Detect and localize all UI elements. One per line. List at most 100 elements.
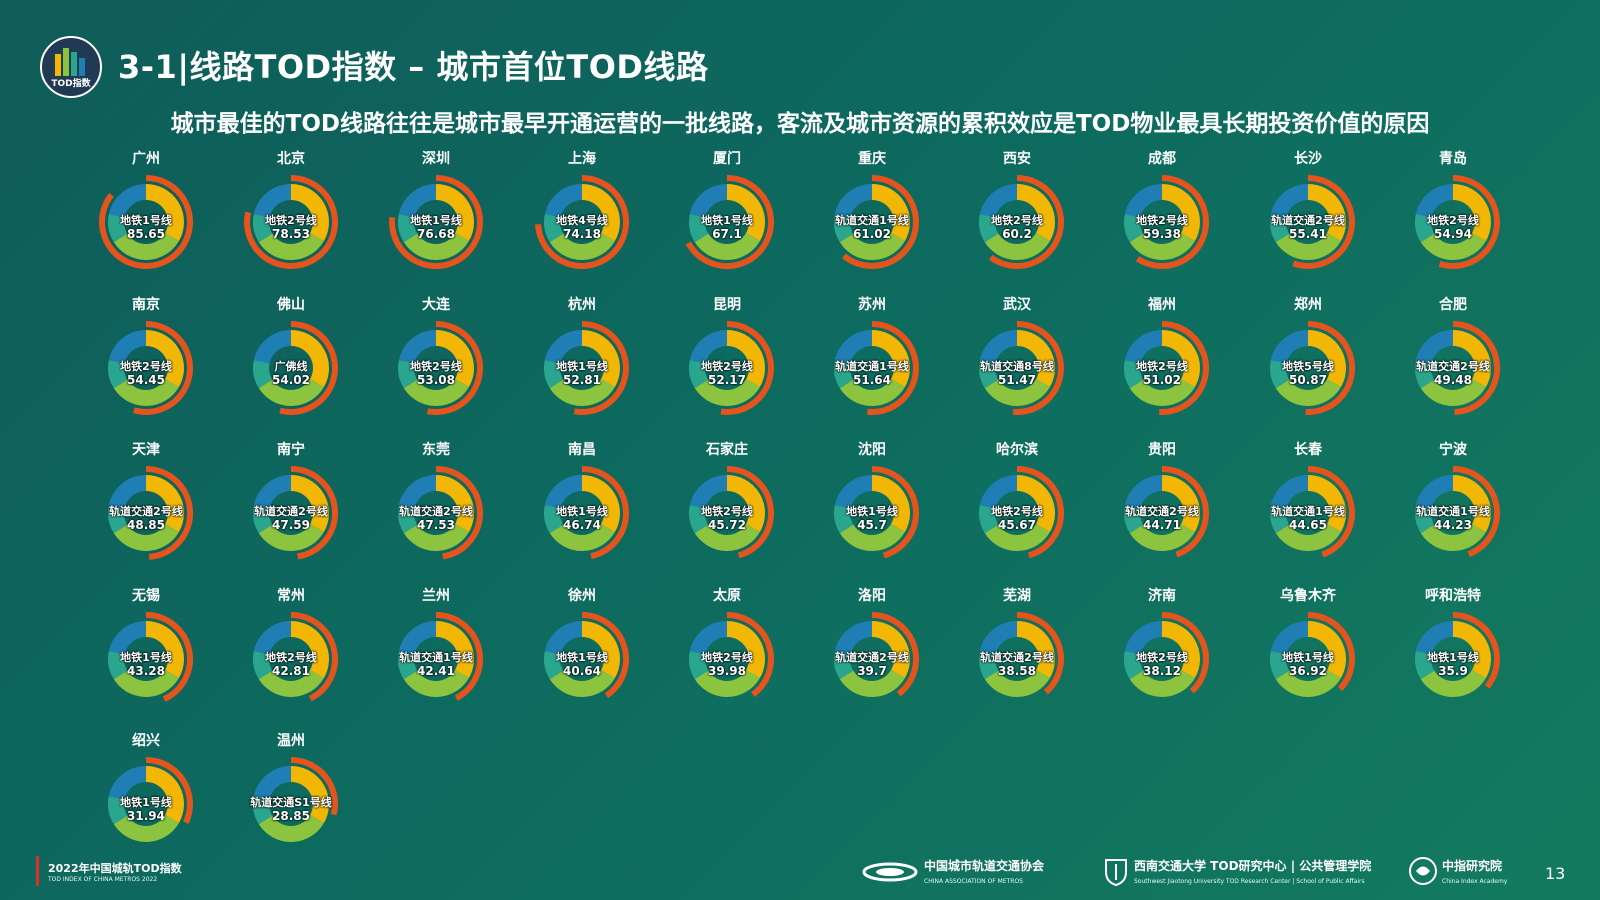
donut-chart-item: 昆明 地铁2号线 52.17 <box>662 294 792 429</box>
inner-segment <box>398 330 437 364</box>
line-name-label: 地铁1号线 <box>120 214 172 227</box>
city-label: 武汉 <box>1003 297 1031 313</box>
donut-chart-item: 绍兴 地铁1号线 31.94 <box>81 730 211 865</box>
city-label: 济南 <box>1148 588 1176 604</box>
donut-chart-item: 西安 地铁2号线 60.2 <box>952 148 1082 283</box>
inner-segment <box>689 360 709 389</box>
donut-chart-item: 厦门 地铁1号线 67.1 <box>662 148 792 283</box>
donut-chart-item: 乌鲁木齐 地铁1号线 36.92 <box>1243 585 1373 720</box>
score-arc <box>867 321 919 415</box>
inner-segment <box>1415 651 1435 680</box>
line-score-label: 76.68 <box>417 227 455 241</box>
line-score-label: 28.85 <box>272 809 310 823</box>
inner-segment <box>544 475 583 509</box>
donut-chart-item: 福州 地铁2号线 51.02 <box>1097 294 1227 429</box>
line-name-label: 地铁2号线 <box>410 360 462 373</box>
inner-segment <box>1129 378 1195 406</box>
inner-segment <box>979 330 1018 364</box>
city-label: 宁波 <box>1439 442 1467 458</box>
donut-svg <box>834 175 919 269</box>
inner-segment <box>1307 475 1346 532</box>
inner-segment <box>1452 184 1491 241</box>
donut-svg <box>535 175 629 269</box>
inner-segment <box>113 232 179 260</box>
inner-segment <box>108 651 128 680</box>
inner-segment <box>108 330 147 364</box>
donut-chart-item: 太原 地铁2号线 39.98 <box>662 585 792 720</box>
logo-text: TOD指数 <box>51 79 91 89</box>
line-name-label: 地铁2号线 <box>1136 651 1188 664</box>
line-score-label: 51.64 <box>853 373 891 387</box>
donut-chart-item: 长春 轨道交通1号线 44.65 <box>1243 439 1373 574</box>
line-name-label: 地铁5号线 <box>1282 360 1334 373</box>
donut-svg <box>1270 175 1355 269</box>
inner-segment <box>834 184 873 218</box>
inner-segment <box>398 621 437 655</box>
partner-china-index-academy-sub: China Index Academy <box>1442 878 1508 885</box>
inner-segment <box>581 330 620 387</box>
line-name-label: 地铁2号线 <box>1427 214 1479 227</box>
line-name-label: 轨道交通2号线 <box>1125 505 1199 518</box>
inner-segment <box>1420 523 1486 551</box>
score-arc <box>685 175 774 269</box>
footer-subtitle: TOD INDEX OF CHINA METROS 2022 <box>48 876 158 883</box>
inner-segment <box>544 651 564 680</box>
donut-chart-item: 温州 轨道交通S1号线 28.85 <box>226 730 356 865</box>
donut-chart-item: 沈阳 地铁1号线 45.7 <box>807 439 937 574</box>
score-arc <box>1438 175 1500 269</box>
inner-segment <box>834 475 873 509</box>
inner-segment <box>1452 330 1491 387</box>
inner-segment <box>403 378 469 406</box>
inner-segment <box>979 505 999 534</box>
inner-segment <box>113 378 179 406</box>
donut-chart-item: 杭州 地铁1号线 52.81 <box>517 294 647 429</box>
city-label: 绍兴 <box>132 733 160 749</box>
inner-segment <box>1016 330 1055 387</box>
inner-segment <box>1124 475 1163 509</box>
score-arc <box>581 466 629 560</box>
line-name-label: 轨道交通2号线 <box>254 505 328 518</box>
inner-segment <box>108 621 147 655</box>
score-arc <box>1016 466 1064 559</box>
inner-segment <box>1124 651 1144 680</box>
inner-segment <box>108 214 128 243</box>
score-arc <box>1161 612 1209 694</box>
donut-chart-item: 佛山 广佛线 54.02 <box>226 294 356 429</box>
inner-segment <box>1415 360 1435 389</box>
inner-segment <box>1275 523 1341 551</box>
page-subtitle: 城市最佳的TOD线路往往是城市最早开通运营的一批线路，客流及城市资源的累积效应是… <box>170 111 1430 137</box>
line-name-label: 轨道交通2号线 <box>980 651 1054 664</box>
inner-segment <box>834 621 873 655</box>
line-score-label: 47.59 <box>272 518 310 532</box>
city-label: 洛阳 <box>858 588 886 604</box>
inner-segment <box>581 475 620 532</box>
city-label: 大连 <box>422 297 450 313</box>
inner-segment <box>984 669 1050 697</box>
city-label: 兰州 <box>422 588 450 604</box>
city-label: 合肥 <box>1439 297 1467 313</box>
line-score-label: 49.48 <box>1434 373 1472 387</box>
line-name-label: 地铁1号线 <box>556 360 608 373</box>
line-score-label: 52.81 <box>563 373 601 387</box>
inner-segment <box>258 378 324 406</box>
inner-segment <box>1415 184 1454 218</box>
city-label: 无锡 <box>132 588 160 604</box>
score-arc <box>871 466 919 559</box>
donut-svg <box>544 321 629 415</box>
donut-chart-item: 北京 地铁2号线 78.53 <box>226 148 356 283</box>
donut-svg <box>1270 466 1355 558</box>
inner-segment <box>544 330 583 364</box>
line-score-label: 54.94 <box>1434 227 1472 241</box>
inner-segment <box>544 621 583 655</box>
inner-segment <box>1270 505 1290 534</box>
inner-segment <box>871 621 910 678</box>
line-score-label: 43.28 <box>127 664 165 678</box>
donut-svg <box>108 757 193 842</box>
city-label: 佛山 <box>277 297 305 313</box>
donut-svg <box>544 466 629 560</box>
line-score-label: 38.58 <box>998 664 1036 678</box>
donut-svg <box>1124 612 1209 697</box>
inner-segment <box>1420 378 1486 406</box>
line-score-label: 54.45 <box>127 373 165 387</box>
inner-segment <box>253 475 292 509</box>
